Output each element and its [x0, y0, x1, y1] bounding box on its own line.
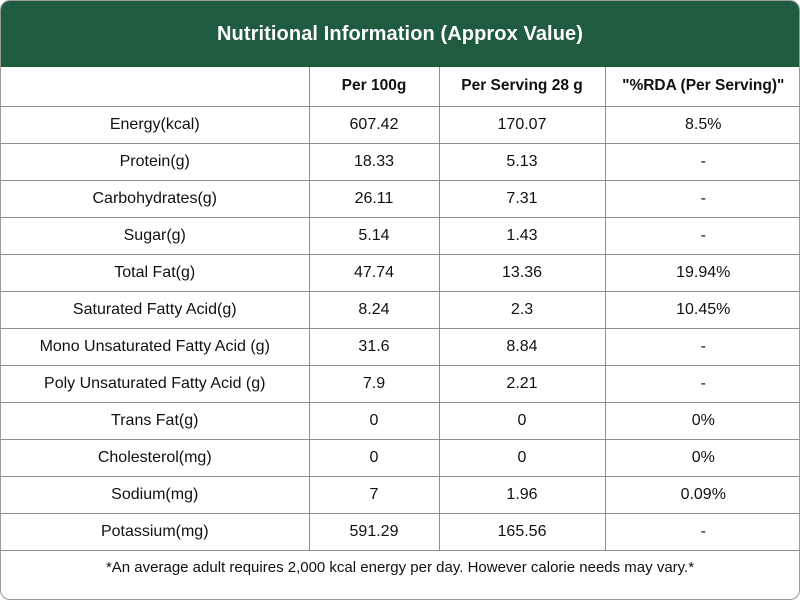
rda-cell: - [604, 364, 799, 403]
table-row: Potassium(mg) 591.29 165.56- [1, 512, 799, 551]
nutrient-cell: Energy(kcal) [1, 105, 310, 144]
rda-cell: 8.5% [604, 105, 799, 144]
table-row: Carbohydrates(g) 26.11 7.31- [1, 179, 799, 218]
per-serving-cell: 5.13 [438, 142, 606, 181]
per-100g-cell: 18.33 [308, 142, 440, 181]
nutrient-cell: Cholesterol(mg) [1, 438, 310, 477]
table-row: Saturated Fatty Acid(g) 8.24 2.3 10.45% [1, 290, 799, 329]
per-serving-cell: 170.07 [438, 105, 606, 144]
per-serving-cell: 165.56 [438, 512, 606, 551]
per-serving-cell: 7.31 [438, 179, 606, 218]
per-100g-cell: 8.24 [308, 290, 440, 329]
rda-cell: 19.94% [604, 253, 799, 292]
nutrient-cell: Poly Unsaturated Fatty Acid (g) [1, 364, 310, 403]
footnote: *An average adult requires 2,000 kcal en… [105, 559, 695, 576]
per-100g-cell: 31.6 [308, 327, 440, 366]
table-row: Energy(kcal) 607.42 170.07 8.5% [1, 105, 799, 144]
header-row: Per 100g Per Serving 28 g "%RDA (Per Ser… [1, 67, 799, 107]
nutrient-cell: Carbohydrates(g) [1, 179, 310, 218]
per-serving-cell: 0 [438, 438, 606, 477]
per-100g-cell: 7 [308, 475, 440, 514]
rda-cell: 0.09% [604, 475, 799, 514]
rda-cell: - [604, 327, 799, 366]
nutrient-cell: Saturated Fatty Acid(g) [1, 290, 310, 329]
table-row: Cholesterol(mg) 0 0 0% [1, 438, 799, 477]
nutrient-cell: Sugar(g) [1, 216, 310, 255]
nutrition-table: Per 100g Per Serving 28 g "%RDA (Per Ser… [1, 67, 799, 551]
per-serving-cell: 0 [438, 401, 606, 440]
nutrient-cell: Mono Unsaturated Fatty Acid (g) [1, 327, 310, 366]
per-serving-cell: 2.3 [438, 290, 606, 329]
header-nutrient [1, 67, 310, 107]
table-row: Sodium(mg) 7 1.96 0.09% [1, 475, 799, 514]
table-row: Protein(g) 18.33 5.13- [1, 142, 799, 181]
rda-cell: 10.45% [604, 290, 799, 329]
rda-cell: - [604, 216, 799, 255]
table-row: Sugar(g) 5.14 1.43- [1, 216, 799, 255]
rda-cell: - [604, 142, 799, 181]
per-serving-cell: 13.36 [438, 253, 606, 292]
per-100g-cell: 591.29 [308, 512, 440, 551]
header-per-100g: Per 100g [308, 67, 440, 107]
nutrient-cell: Sodium(mg) [1, 475, 310, 514]
per-100g-cell: 607.42 [308, 105, 440, 144]
per-serving-cell: 8.84 [438, 327, 606, 366]
nutrient-cell: Protein(g) [1, 142, 310, 181]
table-row: Mono Unsaturated Fatty Acid (g) 31.6 8.84- [1, 327, 799, 366]
rda-cell: - [604, 512, 799, 551]
table-body: Energy(kcal) 607.42 170.07 8.5% Protein(g) 18… [1, 105, 799, 551]
table-row: Total Fat(g) 47.74 13.36 19.94% [1, 253, 799, 292]
per-100g-cell: 0 [308, 438, 440, 477]
rda-cell: 0% [604, 401, 799, 440]
table-title: Nutritional Information (Approx Value) [1, 1, 799, 67]
rda-cell: - [604, 179, 799, 218]
per-serving-cell: 1.96 [438, 475, 606, 514]
per-100g-cell: 5.14 [308, 216, 440, 255]
table-row: Poly Unsaturated Fatty Acid (g) 7.9 2.21- [1, 364, 799, 403]
per-serving-cell: 2.21 [438, 364, 606, 403]
nutrient-cell: Trans Fat(g) [1, 401, 310, 440]
header-per-serving: Per Serving 28 g [438, 67, 606, 107]
nutrient-cell: Potassium(mg) [1, 512, 310, 551]
rda-cell: 0% [604, 438, 799, 477]
per-serving-cell: 1.43 [438, 216, 606, 255]
header-rda: "%RDA (Per Serving)" [604, 67, 799, 107]
per-100g-cell: 26.11 [308, 179, 440, 218]
per-100g-cell: 47.74 [308, 253, 440, 292]
per-100g-cell: 0 [308, 401, 440, 440]
table-row: Trans Fat(g) 0 0 0% [1, 401, 799, 440]
nutrient-cell: Total Fat(g) [1, 253, 310, 292]
per-100g-cell: 7.9 [308, 364, 440, 403]
